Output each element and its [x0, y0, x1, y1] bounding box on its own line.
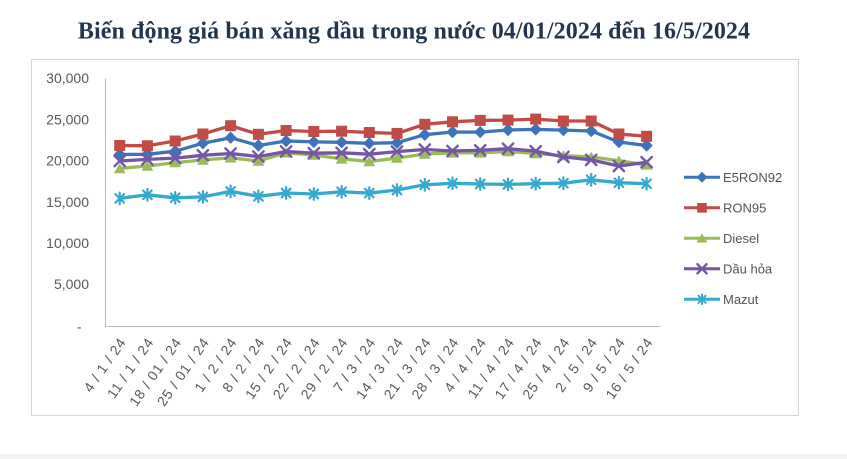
svg-text:E5RON92: E5RON92 [723, 170, 782, 185]
svg-text:Mazut: Mazut [723, 292, 759, 307]
svg-text:15,000: 15,000 [46, 194, 89, 210]
svg-text:RON95: RON95 [723, 200, 766, 215]
svg-text:Dầu hỏa: Dầu hỏa [723, 261, 773, 276]
svg-text:Diesel: Diesel [723, 231, 759, 246]
svg-text:Biến động giá bán xăng dầu tro: Biến động giá bán xăng dầu trong nước 04… [78, 19, 750, 45]
svg-text:20,000: 20,000 [46, 153, 89, 169]
svg-text:25,000: 25,000 [46, 111, 89, 127]
svg-text:-: - [77, 319, 82, 335]
svg-text:30,000: 30,000 [46, 70, 89, 86]
svg-text:5,000: 5,000 [54, 276, 89, 292]
svg-text:10,000: 10,000 [46, 235, 89, 251]
